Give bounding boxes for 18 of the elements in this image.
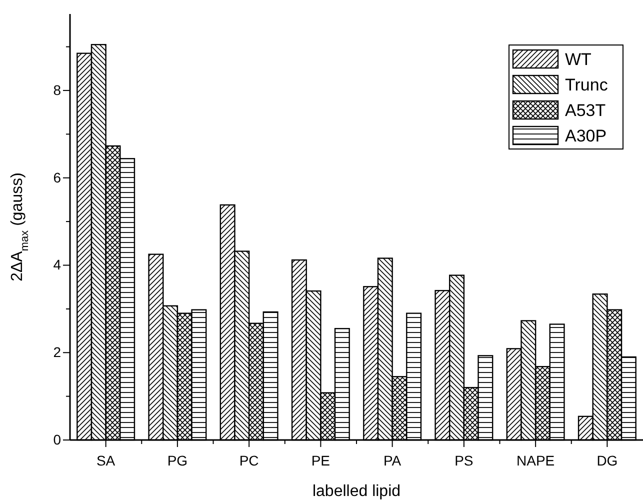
legend-label: WT — [565, 50, 592, 69]
x-tick-label: PG — [167, 452, 188, 468]
x-tick-label: PE — [311, 452, 330, 468]
x-tick-label: DG — [596, 452, 618, 468]
legend-label: A53T — [565, 101, 606, 120]
x-tick-label: SA — [96, 452, 116, 468]
legend-label: A30P — [565, 126, 607, 146]
y-tick-label: 6 — [53, 169, 62, 186]
x-tick-label: PC — [239, 452, 259, 468]
x-axis-title: labelled lipid — [312, 483, 401, 500]
x-tick-label: PS — [454, 452, 474, 468]
y-tick-label: 0 — [53, 431, 62, 448]
x-tick-label: PA — [383, 452, 402, 468]
y-tick-label: 8 — [53, 82, 62, 98]
y-tick-label: 2 — [53, 344, 62, 360]
y-tick-label: 4 — [53, 256, 62, 273]
legend-label: Trunc — [565, 76, 608, 94]
x-tick-label: NAPE — [516, 452, 555, 468]
